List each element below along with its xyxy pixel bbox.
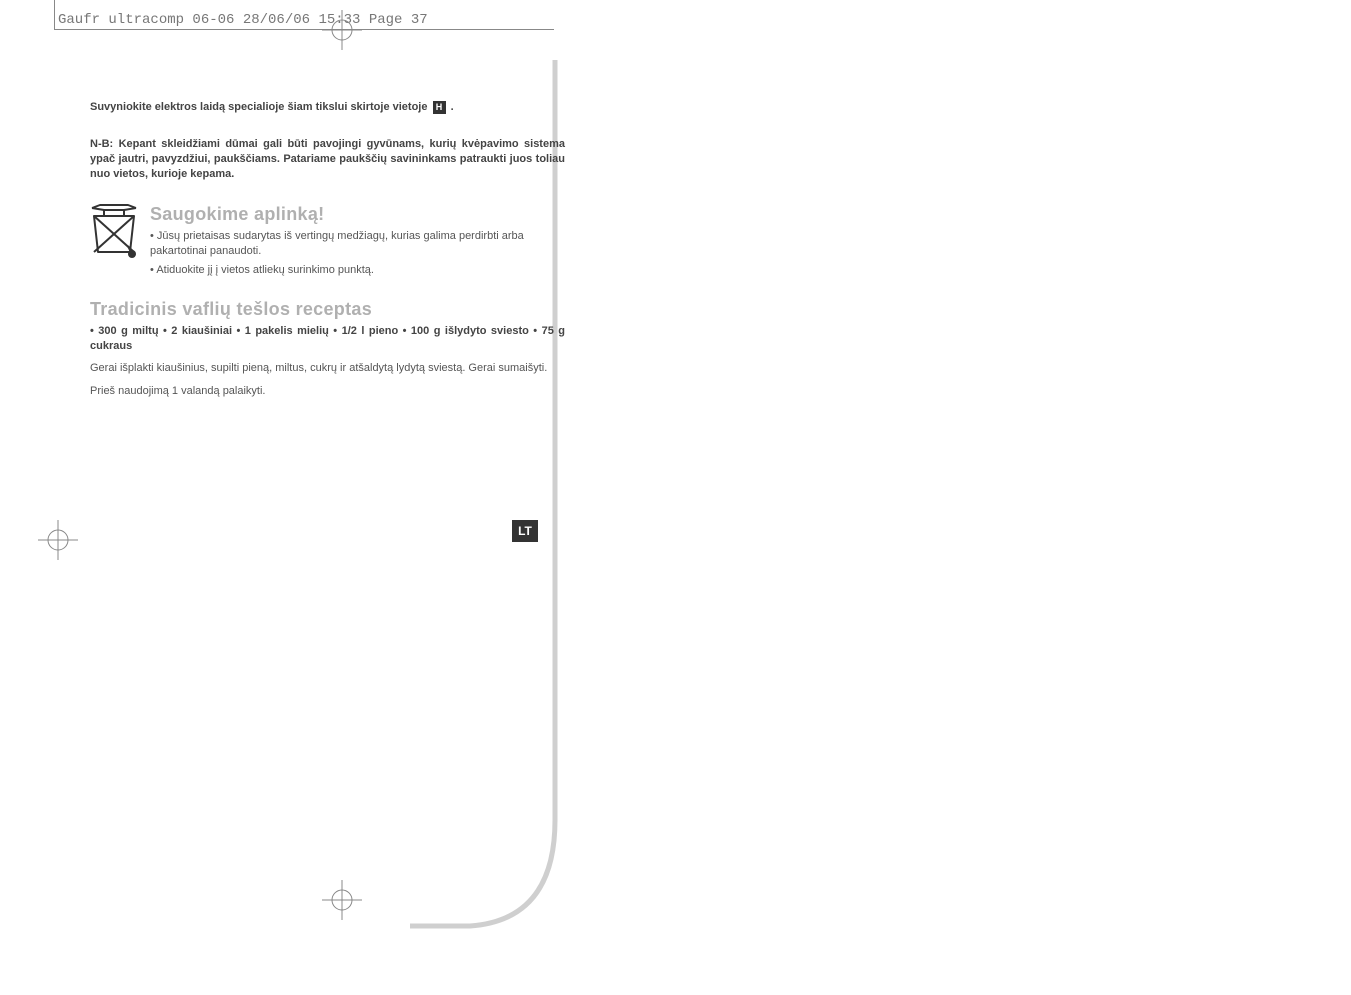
env-bullet-2-text: Atiduokite jį į vietos atliekų surinkimo… bbox=[156, 264, 374, 276]
recipe-heading: Tradicinis vaflių tešlos receptas bbox=[90, 299, 565, 320]
reference-icon-h: H bbox=[433, 101, 446, 114]
language-badge: LT bbox=[512, 520, 538, 542]
recipe-instructions-1: Gerai išplakti kiaušinius, supilti pieną… bbox=[90, 360, 565, 377]
recipe-ingredients: • 300 g miltų • 2 kiaušiniai • 1 pakelis… bbox=[90, 324, 565, 354]
instruction-line: Suvyniokite elektros laidą specialioje š… bbox=[90, 100, 565, 115]
page-content: Suvyniokite elektros laidą specialioje š… bbox=[90, 100, 565, 399]
instruction-text-post: . bbox=[448, 101, 454, 113]
warning-paragraph: N-B: Kepant skleidžiami dūmai gali būti … bbox=[90, 137, 565, 182]
instruction-text-pre: Suvyniokite elektros laidą specialioje š… bbox=[90, 101, 431, 113]
registration-mark-left bbox=[38, 520, 78, 560]
crop-header-text: Gaufr ultracomp 06-06 28/06/06 15:33 Pag… bbox=[58, 12, 428, 28]
env-bullet-1: • Jūsų prietaisas sudarytas iš vertingų … bbox=[150, 229, 565, 259]
env-bullet-2: • Atiduokite jį į vietos atliekų surinki… bbox=[150, 263, 565, 278]
recycle-bin-icon bbox=[90, 204, 138, 265]
registration-mark-bottom bbox=[322, 880, 362, 920]
environment-section: Saugokime aplinką! • Jūsų prietaisas sud… bbox=[90, 204, 565, 282]
registration-mark-top bbox=[322, 10, 362, 50]
recipe-instructions-2: Prieš naudojimą 1 valandą palaikyti. bbox=[90, 383, 565, 400]
environment-heading: Saugokime aplinką! bbox=[150, 204, 565, 225]
environment-bullets: • Jūsų prietaisas sudarytas iš vertingų … bbox=[150, 229, 565, 278]
env-bullet-1-text: Jūsų prietaisas sudarytas iš vertingų me… bbox=[150, 230, 524, 257]
